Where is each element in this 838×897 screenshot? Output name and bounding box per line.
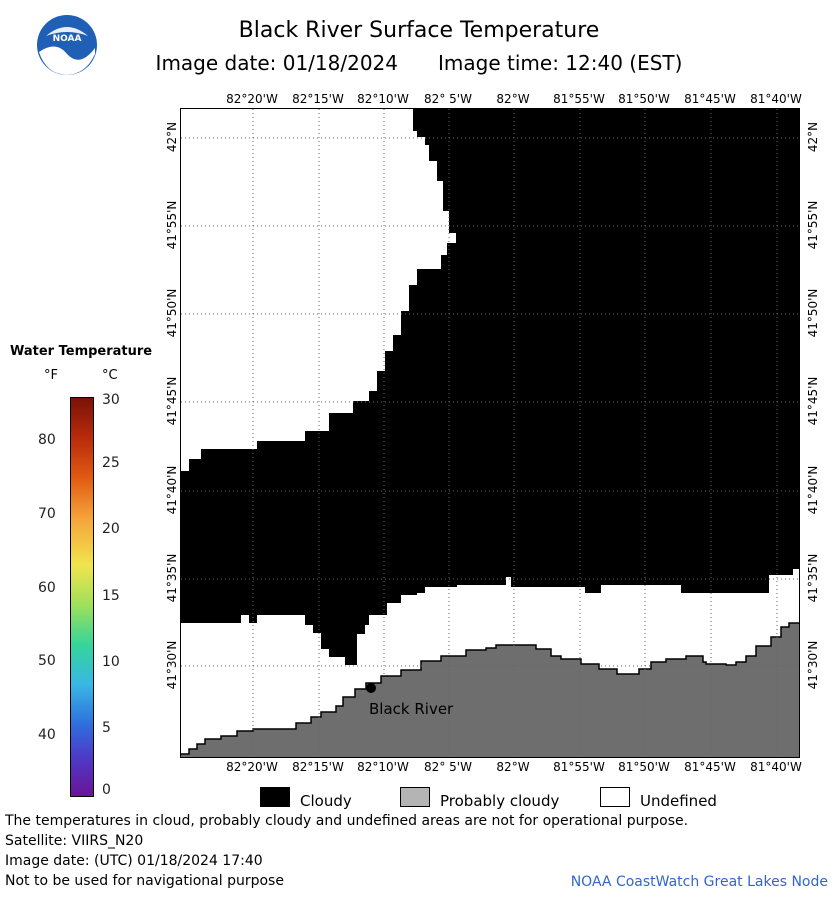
- lon-label-top: 82°W: [496, 92, 530, 106]
- c-tick-label: 25: [102, 455, 120, 471]
- cloudy-swatch: [260, 787, 290, 807]
- lat-label-left: 41°35'N: [165, 553, 179, 603]
- image-datetime: Image date: 01/18/2024 Image time: 12:40 …: [0, 51, 838, 75]
- lat-label-left: 41°55'N: [165, 200, 179, 250]
- lon-label-top: 82°20'W: [226, 92, 278, 106]
- lat-label-left: 41°45'N: [165, 376, 179, 426]
- lon-label-bottom: 82°10'W: [357, 760, 409, 774]
- black-river-marker: [366, 683, 376, 693]
- lat-label-left: 41°40'N: [165, 465, 179, 515]
- lon-label-top: 81°55'W: [553, 92, 605, 106]
- probably-cloudy-swatch: [400, 787, 430, 807]
- lon-label-top: 81°50'W: [618, 92, 670, 106]
- credit-link[interactable]: NOAA CoastWatch Great Lakes Node: [570, 874, 828, 890]
- lon-label-bottom: 82°W: [496, 760, 530, 774]
- colorbar-title: Water Temperature: [10, 344, 153, 359]
- lon-label-top: 82°15'W: [292, 92, 344, 106]
- lat-label-right: 41°45'N: [806, 376, 820, 426]
- cloudy-label: Cloudy: [300, 792, 352, 810]
- lon-label-bottom: 82°20'W: [226, 760, 278, 774]
- lat-label-right: 41°50'N: [806, 288, 820, 338]
- lon-label-bottom: 81°55'W: [553, 760, 605, 774]
- colorbar: [70, 397, 94, 797]
- disclaimer: The temperatures in cloud, probably clou…: [5, 813, 689, 829]
- lon-label-bottom: 81°45'W: [684, 760, 736, 774]
- cloud-area: [181, 109, 799, 665]
- lat-label-left: 42°N: [165, 121, 179, 153]
- noaa-logo: NOAA: [36, 14, 98, 76]
- c-tick-label: 5: [102, 720, 111, 736]
- lat-label-right: 41°40'N: [806, 465, 820, 515]
- image-date: Image date: 01/18/2024: [155, 51, 399, 75]
- lon-label-top: 82°10'W: [357, 92, 409, 106]
- lon-label-bottom: 82° 5'W: [424, 760, 472, 774]
- undefined-swatch: [600, 787, 630, 807]
- lat-label-right: 42°N: [806, 121, 820, 153]
- lat-label-left: 41°50'N: [165, 288, 179, 338]
- undefined-label: Undefined: [640, 792, 717, 810]
- unit-fahrenheit: °F: [44, 368, 58, 383]
- lon-label-top: 82° 5'W: [424, 92, 472, 106]
- image-time: Image time: 12:40 (EST): [438, 51, 683, 75]
- land-area: [181, 623, 799, 757]
- shoreline: [181, 622, 799, 755]
- lon-label-top: 81°40'W: [750, 92, 802, 106]
- satellite: Satellite: VIIRS_N20: [5, 833, 144, 849]
- c-tick-label: 30: [102, 392, 120, 408]
- nav-warning: Not to be used for navigational purpose: [5, 873, 284, 889]
- lon-label-top: 81°45'W: [684, 92, 736, 106]
- lat-label-right: 41°55'N: [806, 200, 820, 250]
- c-tick-label: 10: [102, 654, 120, 670]
- lon-label-bottom: 82°15'W: [292, 760, 344, 774]
- c-tick-label: 20: [102, 521, 120, 537]
- lat-label-left: 41°30'N: [165, 640, 179, 690]
- f-tick-label: 80: [38, 432, 56, 448]
- lat-label-right: 41°30'N: [806, 640, 820, 690]
- utc-date: Image date: (UTC) 01/18/2024 17:40: [5, 853, 263, 869]
- page-title: Black River Surface Temperature: [238, 18, 600, 43]
- c-tick-label: 0: [102, 782, 111, 798]
- lon-label-bottom: 81°50'W: [618, 760, 670, 774]
- f-tick-label: 50: [38, 653, 56, 669]
- lon-label-bottom: 81°40'W: [750, 760, 802, 774]
- f-tick-label: 70: [38, 506, 56, 522]
- f-tick-label: 60: [38, 580, 56, 596]
- unit-celsius: °C: [102, 368, 118, 383]
- logo-text: NOAA: [52, 34, 82, 44]
- f-tick-label: 40: [38, 727, 56, 743]
- probably-cloudy-label: Probably cloudy: [440, 792, 560, 810]
- c-tick-label: 15: [102, 588, 120, 604]
- lat-label-right: 41°35'N: [806, 553, 820, 603]
- map-frame: Black River: [180, 108, 800, 758]
- black-river-label: Black River: [369, 700, 454, 718]
